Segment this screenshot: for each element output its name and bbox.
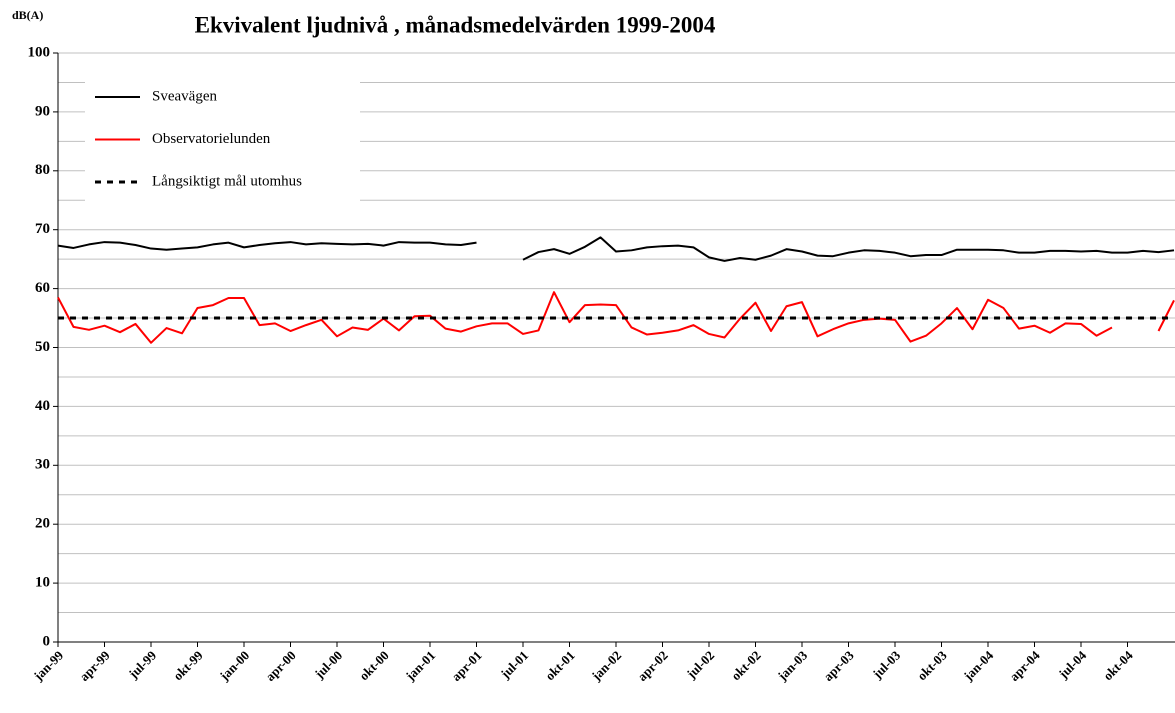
y-tick-label: 20 <box>35 516 50 532</box>
x-tick-label: jul-03 <box>869 647 904 682</box>
x-tick-label: apr-04 <box>1006 647 1043 684</box>
x-tick-label: apr-02 <box>634 648 670 684</box>
legend-label: Långsiktigt mål utomhus <box>152 173 302 189</box>
line-series <box>57 291 1175 344</box>
x-tick-label: apr-01 <box>448 648 484 684</box>
y-tick-label: 80 <box>35 162 50 178</box>
y-tick-label: 10 <box>35 575 50 591</box>
y-tick-label: 40 <box>35 398 50 414</box>
x-tick-label: okt-00 <box>356 648 392 684</box>
x-tick-label: okt-04 <box>1100 647 1136 683</box>
x-tick-label: jul-01 <box>497 648 531 682</box>
x-tick-label: okt-03 <box>914 647 950 683</box>
y-tick-label: 30 <box>35 457 50 473</box>
legend-label: Observatorielunden <box>152 131 271 147</box>
chart-title: Ekvivalent ljudnivå , månadsmedelvärden … <box>195 12 716 37</box>
y-axis-label: dB(A) <box>12 8 43 22</box>
x-tick-label: jul-02 <box>683 648 717 682</box>
x-tick-label: okt-02 <box>728 648 764 684</box>
x-tick-label: apr-03 <box>820 647 857 684</box>
x-tick-label: jan-03 <box>774 647 811 684</box>
x-tick-label: jan-04 <box>960 647 997 684</box>
x-tick-label: jan-02 <box>588 648 624 684</box>
x-tick-label: okt-99 <box>170 647 206 683</box>
x-tick-label: jan-00 <box>216 648 252 684</box>
line-series <box>57 236 1175 262</box>
legend: Sveavägen Observatorielunden Långsiktigt m… <box>85 72 360 202</box>
legend-box <box>85 72 360 202</box>
y-tick-label: 0 <box>43 633 51 649</box>
y-tick-label: 90 <box>35 103 50 119</box>
legend-label: Sveavägen <box>152 88 217 104</box>
x-tick-label: apr-00 <box>262 648 298 684</box>
y-tick-label: 100 <box>28 44 51 60</box>
x-tick-label: jan-01 <box>402 648 438 684</box>
y-tick-label: 50 <box>35 339 50 355</box>
y-tick-label: 70 <box>35 221 50 237</box>
x-tick-label: jul-00 <box>311 648 345 682</box>
x-tick-label: jan-99 <box>30 647 67 684</box>
x-tick-label: jul-04 <box>1055 647 1090 682</box>
x-tick-label: okt-01 <box>542 648 578 684</box>
y-tick-label: 60 <box>35 280 50 296</box>
x-tick-label: apr-99 <box>76 647 113 684</box>
x-tick-label: jul-99 <box>125 647 160 682</box>
